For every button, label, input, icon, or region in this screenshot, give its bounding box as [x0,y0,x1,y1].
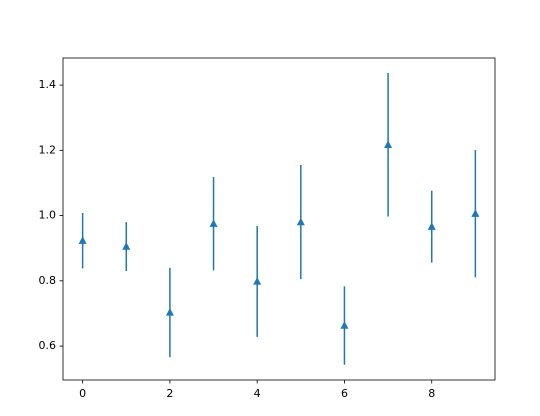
y-tick-label: 0.6 [39,339,57,352]
x-tick-label: 0 [79,387,86,400]
x-tick-label: 6 [341,387,348,400]
marker [384,140,393,148]
y-tick-label: 1.2 [39,143,57,156]
marker [296,217,305,226]
marker [122,242,131,250]
x-tick-label: 4 [254,387,261,400]
marker [78,236,87,244]
y-tick-label: 0.8 [39,274,57,287]
x-tick-label: 2 [166,387,173,400]
marker [427,222,436,230]
marker [340,321,349,329]
marker [209,219,218,227]
marker [471,209,480,217]
x-tick-label: 8 [428,387,435,400]
y-tick-label: 1.4 [39,78,57,91]
y-tick-label: 1.0 [39,209,57,222]
axes-frame [62,57,496,381]
marker [253,277,262,285]
marker [165,308,174,316]
